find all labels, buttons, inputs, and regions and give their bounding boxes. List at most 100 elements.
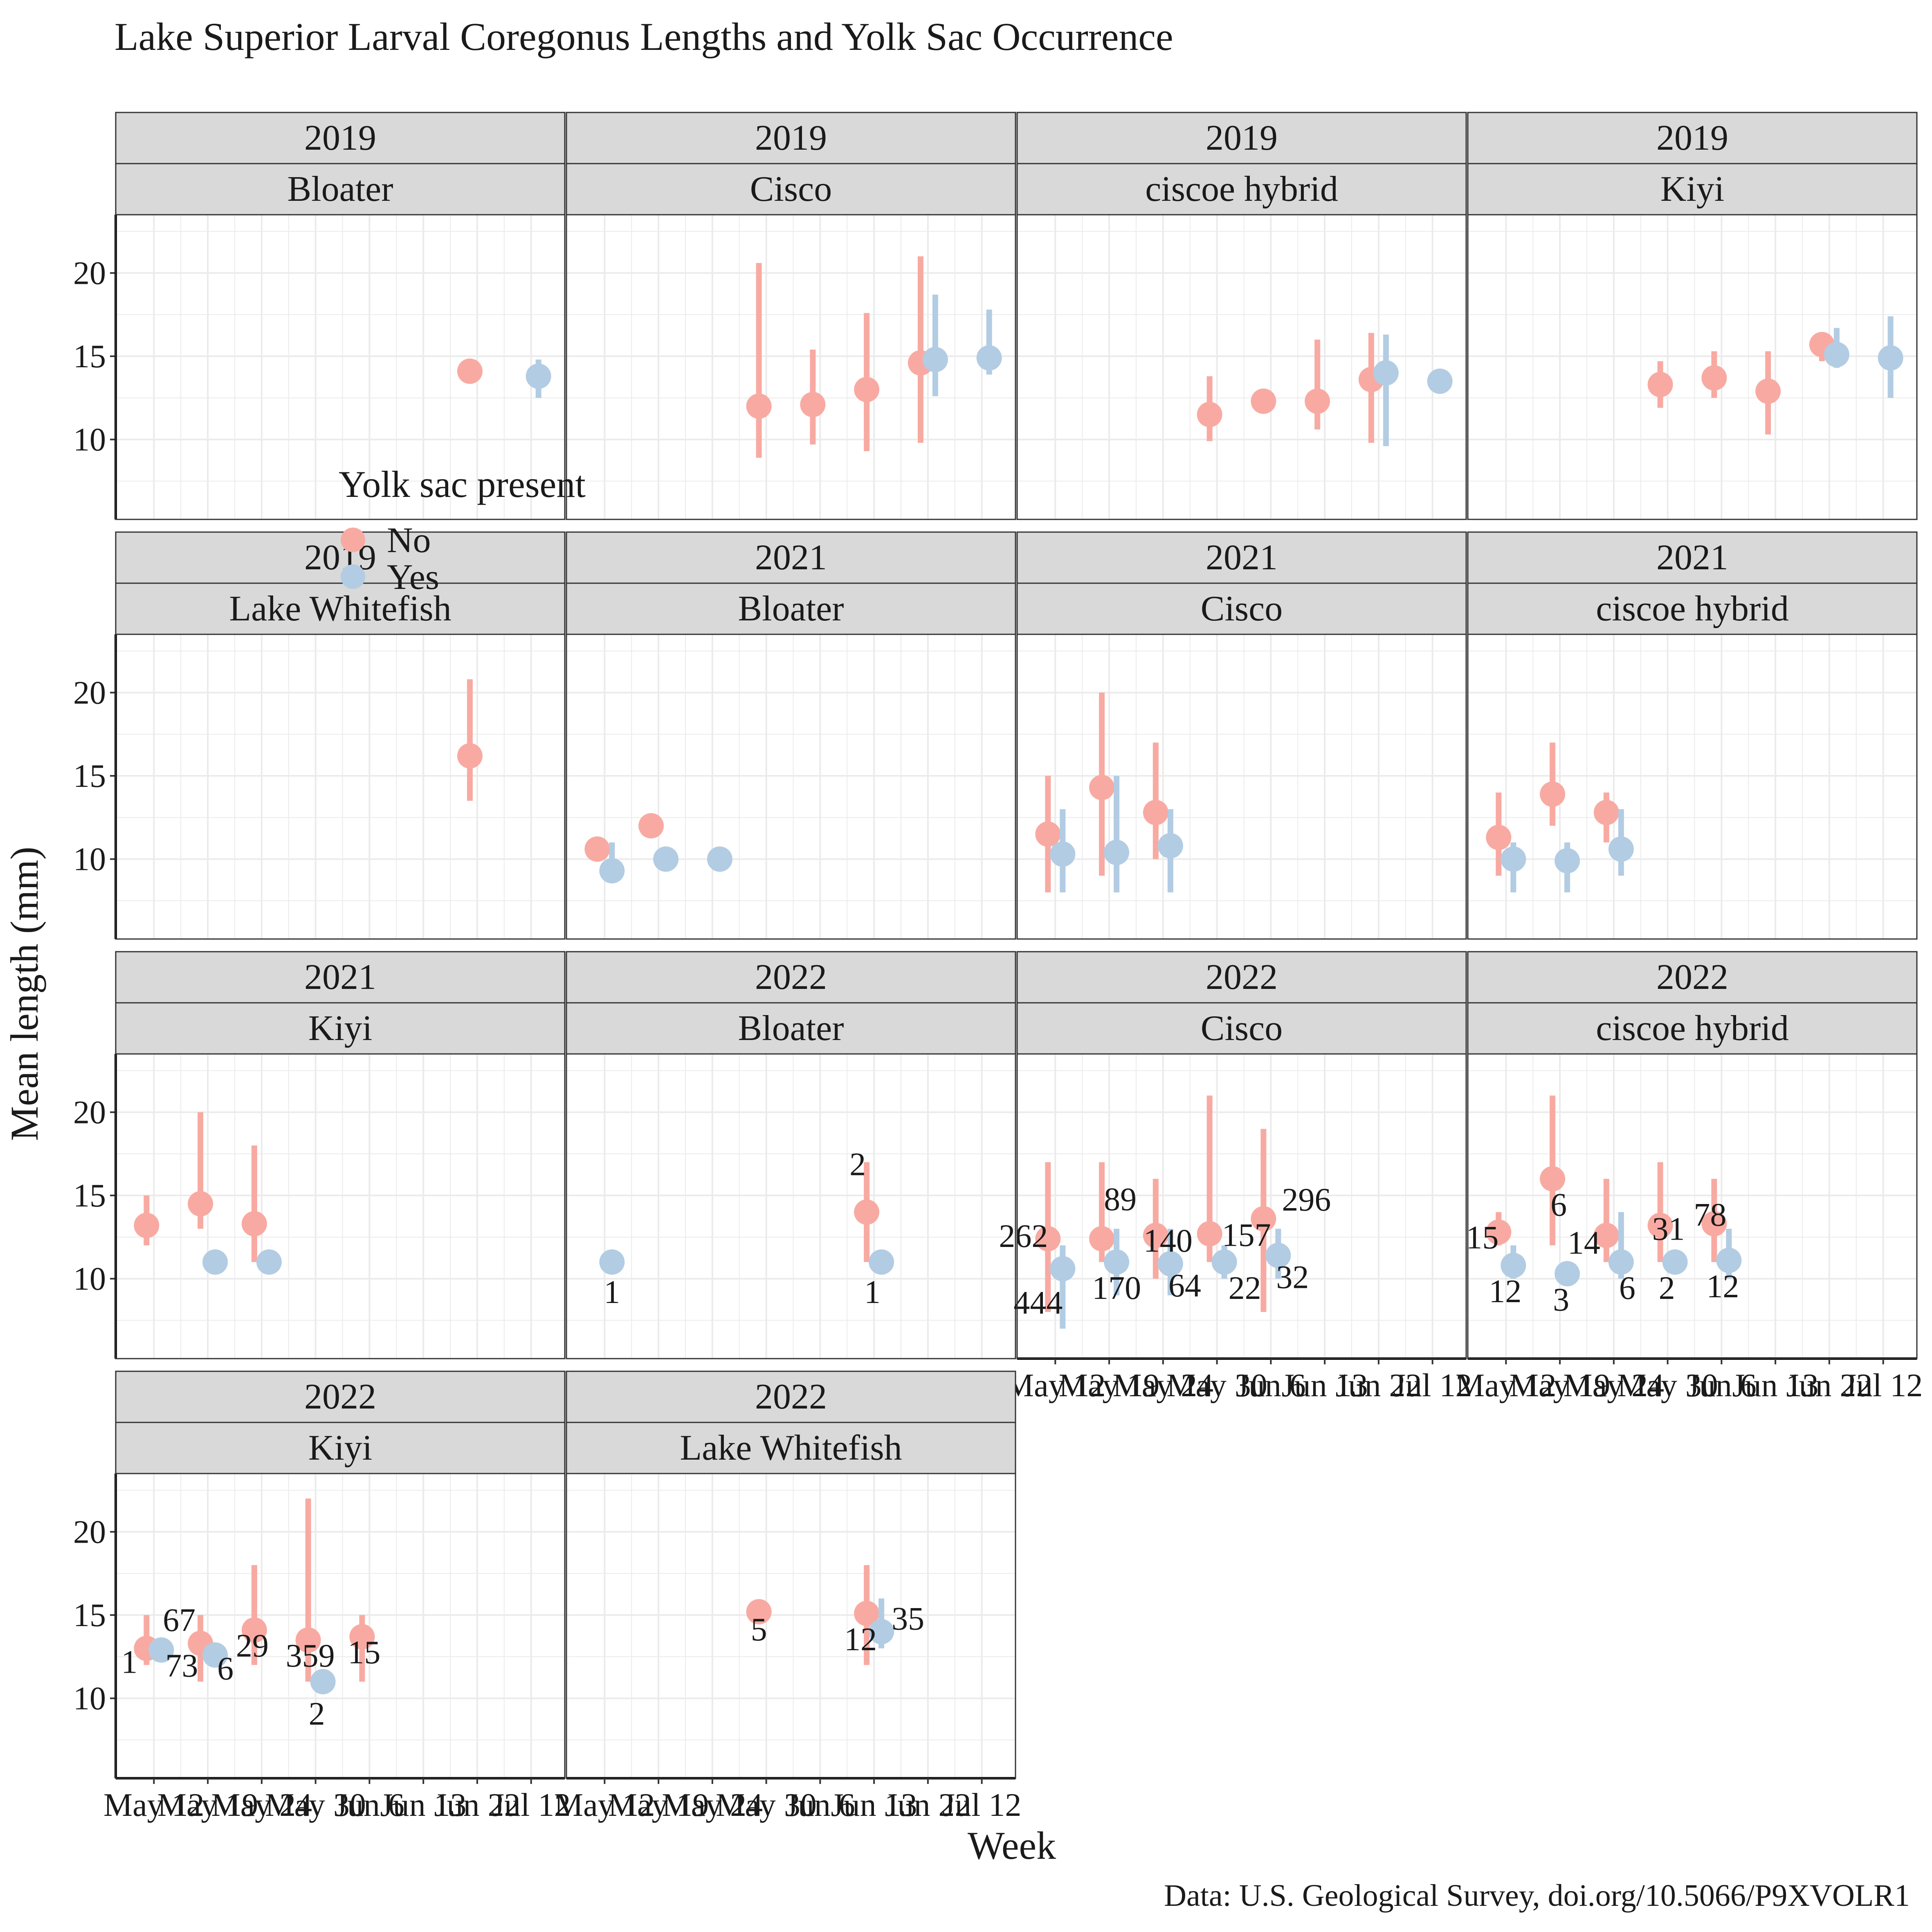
strip-year-background — [115, 1370, 566, 1423]
mean-point-yes — [1265, 1242, 1291, 1268]
x-tick-label: Jun 22 — [434, 1787, 520, 1823]
count-label: 14 — [1568, 1225, 1600, 1261]
count-label: 2 — [849, 1147, 866, 1183]
count-label: 12 — [1706, 1269, 1739, 1305]
panel-border — [1016, 214, 1467, 520]
count-label: 2 — [1659, 1270, 1675, 1306]
mean-point-yes — [202, 1642, 228, 1668]
facet-species-label: ciscoe hybrid — [1596, 589, 1789, 629]
strip-species-background — [566, 582, 1016, 635]
legend-title: Yolk sac present — [339, 463, 586, 505]
panel-background — [116, 1474, 565, 1778]
mean-point-no — [1197, 402, 1222, 427]
x-tick-label: May 12 — [1005, 1368, 1106, 1404]
mean-point-no — [746, 1599, 772, 1624]
panel-background — [566, 1474, 1015, 1778]
x-tick-label: Jun 22 — [1786, 1368, 1872, 1404]
mean-point-yes — [1104, 840, 1130, 865]
panel-background — [116, 1054, 565, 1359]
mean-point-yes — [1824, 341, 1849, 367]
x-tick-label: Jun 6 — [1687, 1368, 1757, 1404]
facet-year-label: 2022 — [1656, 957, 1728, 997]
panel-border — [566, 634, 1016, 940]
count-label: 22 — [1229, 1270, 1261, 1306]
x-tick-label: May 12 — [103, 1787, 204, 1823]
panel-background — [566, 215, 1015, 519]
mean-point-yes — [148, 1637, 174, 1663]
count-label: 157 — [1222, 1218, 1271, 1254]
x-tick-label: May 12 — [554, 1787, 655, 1823]
count-label: 89 — [1104, 1182, 1137, 1218]
mean-point-no — [1647, 372, 1673, 398]
count-label: 359 — [286, 1638, 335, 1674]
mean-point-yes — [1878, 345, 1903, 371]
facet-species-label: ciscoe hybrid — [1596, 1009, 1789, 1048]
x-tick-label: May 24 — [1113, 1368, 1214, 1404]
strip-species-background — [566, 1002, 1016, 1055]
mean-point-no — [1035, 1226, 1061, 1251]
y-tick-label: 10 — [73, 1681, 106, 1717]
mean-point-yes — [310, 1669, 336, 1694]
mean-point-no — [584, 836, 610, 862]
x-tick-label: Jul 12 — [492, 1787, 571, 1823]
mean-point-yes — [869, 1249, 894, 1275]
count-label: 5 — [751, 1612, 767, 1648]
count-label: 6 — [1550, 1187, 1567, 1223]
strip-species-background — [1467, 582, 1918, 635]
strip-year-background — [115, 531, 566, 584]
facet-panel: 2019 Kiyi — [1467, 112, 1918, 520]
mean-point-no — [854, 377, 880, 402]
x-tick-label: Jun 6 — [335, 1787, 404, 1823]
x-tick-label: Jun 13 — [831, 1787, 917, 1823]
panel-background — [1017, 1054, 1466, 1359]
facet-panel: 2019 Bloater 10 15 20 — [73, 112, 566, 520]
facet-species-label: Lake Whitefish — [229, 589, 451, 629]
mean-point-yes — [1716, 1247, 1742, 1273]
mean-point-no — [1035, 821, 1061, 847]
facet-year-label: 2019 — [304, 118, 376, 158]
mean-point-yes — [976, 345, 1002, 371]
facet-year-label: 2022 — [755, 957, 827, 997]
y-tick-label: 20 — [73, 675, 106, 711]
x-tick-label: Jun 6 — [785, 1787, 855, 1823]
mean-point-yes — [1373, 360, 1399, 386]
x-tick-label: Jun 6 — [1236, 1368, 1306, 1404]
panel-border — [115, 634, 566, 940]
facet-year-label: 2021 — [1206, 538, 1278, 577]
facet-panel: 2021 Bloater — [566, 531, 1016, 940]
strip-species-background — [115, 582, 566, 635]
strip-species-background — [115, 1422, 566, 1474]
facet-year-label: 2019 — [1206, 118, 1278, 158]
strip-year-background — [1467, 531, 1918, 584]
strip-year-background — [566, 112, 1016, 164]
mean-point-yes — [1157, 833, 1183, 859]
mean-point-no — [638, 813, 664, 839]
count-label: 1 — [121, 1644, 137, 1680]
panel-border — [566, 214, 1016, 520]
count-label: 262 — [999, 1218, 1048, 1254]
facet-panel: 2019 Lake Whitefish 10 15 20 — [73, 531, 566, 940]
x-tick-label: May 30 — [1617, 1368, 1718, 1404]
strip-year-background — [566, 1370, 1016, 1423]
mean-point-no — [134, 1213, 160, 1238]
strip-species-background — [115, 163, 566, 216]
mean-point-no — [1143, 800, 1168, 825]
data-source-caption: Data: U.S. Geological Survey, doi.org/10… — [1164, 1878, 1910, 1913]
count-label: 1 — [604, 1274, 620, 1310]
y-tick-label: 10 — [73, 842, 106, 878]
facet-year-label: 2019 — [755, 118, 827, 158]
mean-point-no — [1540, 1166, 1566, 1192]
mean-point-yes — [1050, 841, 1076, 867]
y-tick-label: 20 — [73, 255, 106, 291]
facet-panel: 2021 ciscoe hybrid — [1467, 531, 1918, 940]
mean-point-no — [241, 1617, 267, 1643]
mean-point-yes — [256, 1249, 282, 1275]
x-tick-label: May 24 — [1564, 1368, 1665, 1404]
mean-point-yes — [1555, 848, 1580, 874]
mean-point-no — [1701, 1211, 1727, 1237]
panel-background — [116, 634, 565, 939]
strip-year-background — [1467, 951, 1918, 1004]
panel-background — [1017, 634, 1466, 939]
